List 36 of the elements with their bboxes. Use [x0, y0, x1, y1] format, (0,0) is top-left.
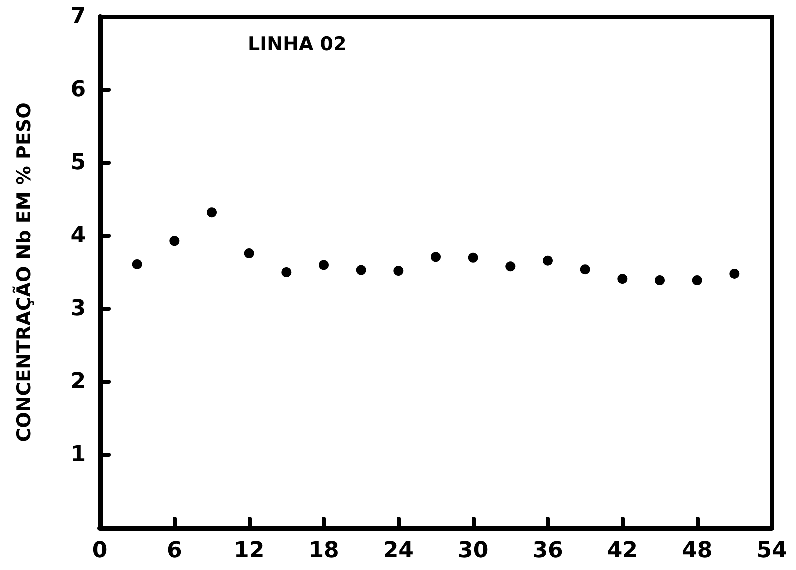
y-tick-label: 5: [70, 150, 86, 176]
point: [244, 248, 254, 259]
x-tick-label: 54: [756, 538, 788, 564]
text: LINHA 02: [248, 34, 347, 56]
point: [132, 259, 142, 270]
x-tick-label: 48: [682, 538, 713, 564]
x-tick-label: 12: [234, 538, 265, 564]
y-axis-title: CONCENTRAÇÃO Nb EM % PESO: [12, 102, 36, 442]
point: [431, 252, 441, 262]
point: [692, 276, 702, 286]
y-tick-label: 4: [70, 224, 86, 248]
y-tick-label: 1: [70, 442, 86, 468]
y-tick-label: 7: [70, 4, 86, 30]
x-tick-label: 42: [607, 538, 638, 564]
point: [618, 274, 628, 284]
x-tick-label: 6: [167, 538, 182, 564]
point: [282, 268, 292, 278]
x-tick-label: 18: [308, 538, 340, 564]
point: [394, 266, 404, 276]
point: [319, 260, 329, 270]
x-tick-label: 0: [92, 538, 108, 564]
y-tick-label: 2: [70, 370, 86, 394]
point: [655, 276, 665, 286]
point: [580, 264, 590, 275]
x-tick-label: 36: [532, 538, 564, 564]
point: [730, 268, 740, 279]
point: [468, 252, 478, 263]
point: [506, 262, 516, 272]
point: [543, 256, 553, 266]
x-tick-label: 24: [383, 538, 414, 564]
point: [170, 236, 180, 246]
point: [356, 265, 366, 276]
x-tick-label: 30: [458, 538, 489, 564]
y-tick-label: 3: [70, 296, 86, 322]
y-tick-label: 6: [70, 78, 86, 102]
point: [207, 208, 217, 218]
